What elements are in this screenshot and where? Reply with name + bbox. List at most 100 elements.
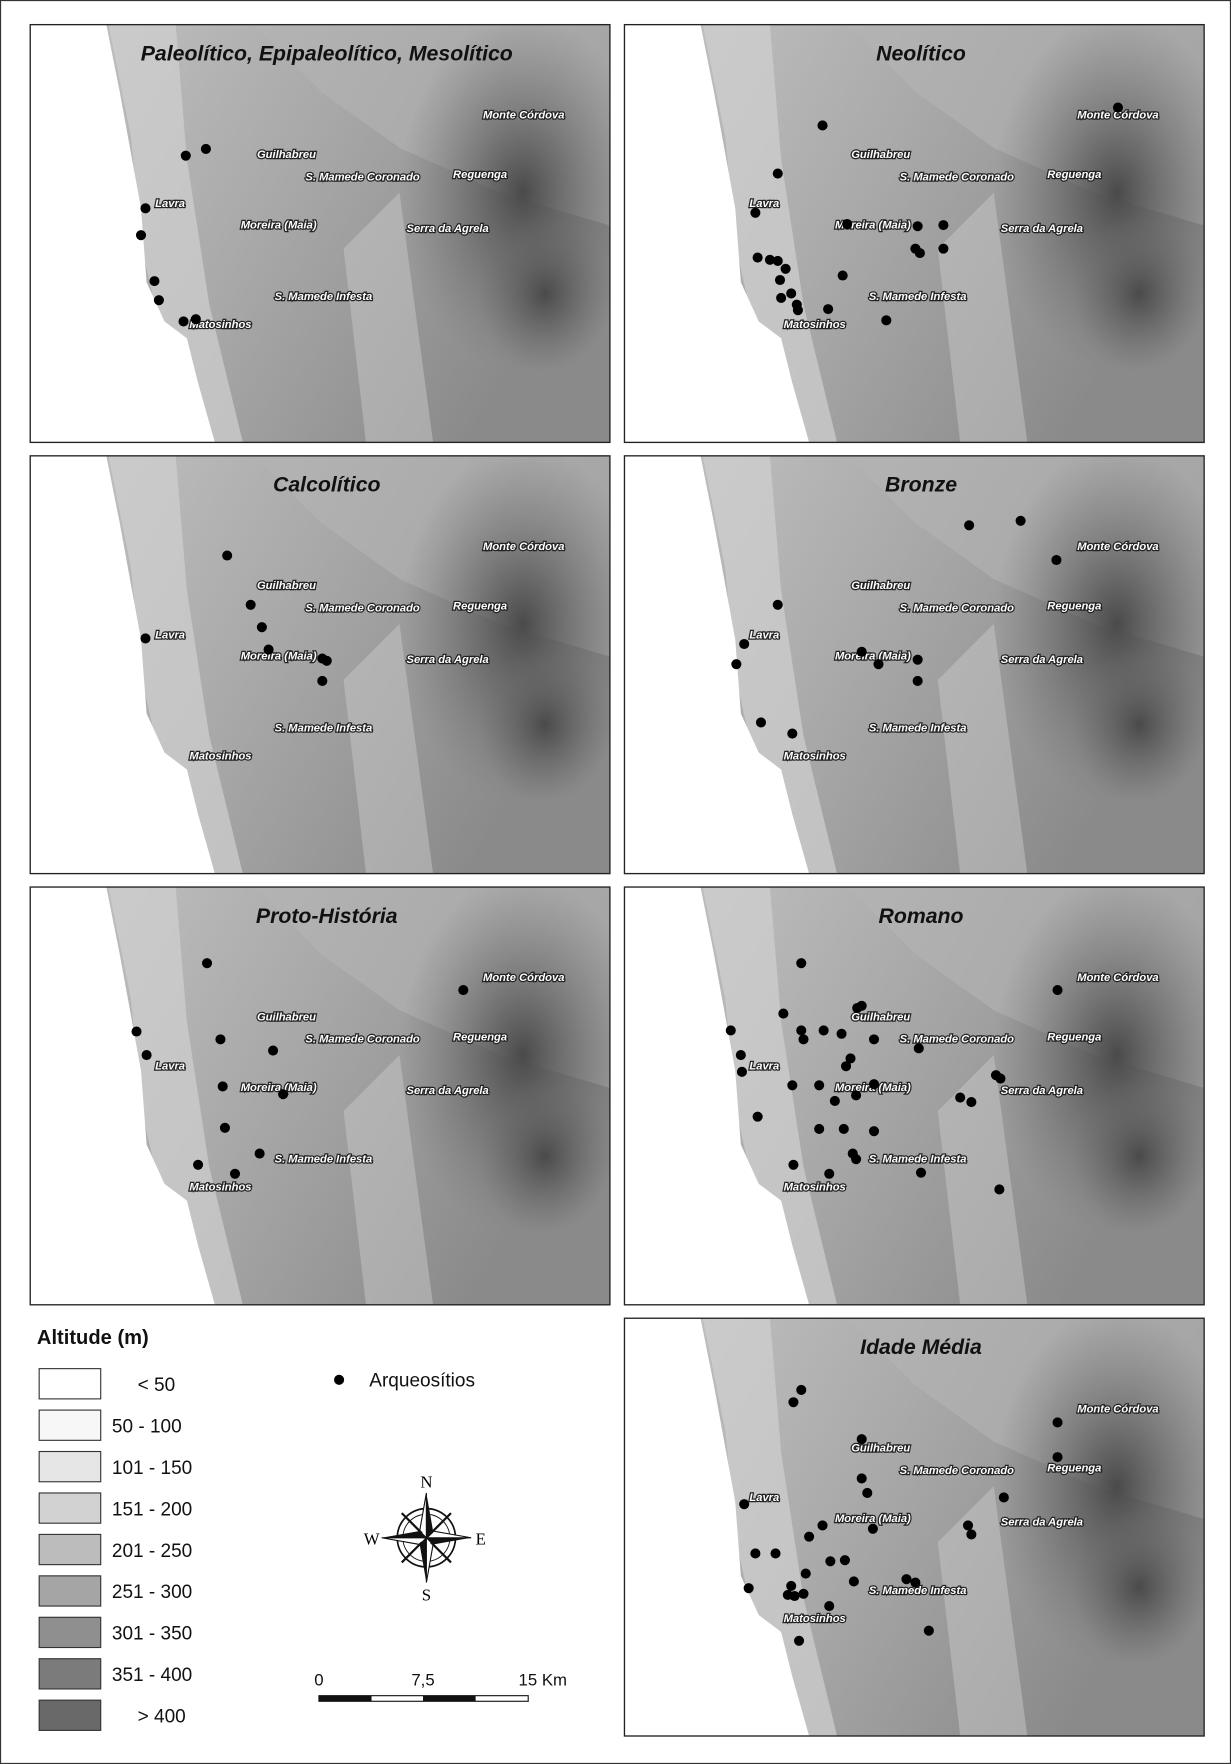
site-dot <box>737 1067 747 1077</box>
site-dot <box>458 985 468 995</box>
site-dot <box>220 1123 230 1133</box>
site-dot <box>869 1034 879 1044</box>
site-dot <box>817 120 827 130</box>
site-dot <box>824 1169 834 1179</box>
legend: Altitude (m) < 5050 - 100101 - 150151 - … <box>37 1327 475 1730</box>
compass-n: N <box>420 1472 432 1491</box>
place-label: Matosinhos <box>189 1182 251 1194</box>
legend-symbol-label: Arqueosítios <box>369 1371 475 1392</box>
place-label: S. Mamede Infesta <box>275 722 373 734</box>
compass-w: W <box>364 1529 380 1548</box>
compass-e: E <box>476 1529 486 1548</box>
site-dot <box>851 1090 861 1100</box>
place-label: Moreira (Maia) <box>241 219 317 231</box>
site-dot <box>154 295 164 305</box>
legend-swatch <box>39 1617 101 1647</box>
panel-title: Paleolítico, Epipaleolítico, Mesolítico <box>141 41 513 65</box>
place-label: Monte Córdova <box>483 541 564 553</box>
site-dot <box>901 1574 911 1584</box>
legend-swatch <box>39 1452 101 1482</box>
place-label: Lavra <box>155 198 185 210</box>
scale-bar: 0 7,5 15 Km <box>314 1671 567 1702</box>
legend-label: 351 - 400 <box>112 1665 192 1686</box>
place-label: Moreira (Maia) <box>835 1513 911 1525</box>
place-label: Lavra <box>155 1061 185 1073</box>
site-dot <box>770 1548 780 1558</box>
site-dot <box>222 550 232 560</box>
site-dot <box>317 676 327 686</box>
site-dot <box>964 520 974 530</box>
site-dot <box>814 1080 824 1090</box>
place-label: Lavra <box>749 1492 779 1504</box>
site-dot <box>181 151 191 161</box>
site-dot <box>842 219 852 229</box>
site-dot <box>796 1025 806 1035</box>
place-label: Serra da Agrela <box>407 1085 489 1097</box>
site-dot <box>786 288 796 298</box>
site-dot <box>869 1079 879 1089</box>
site-dot <box>136 230 146 240</box>
terrain <box>30 445 646 874</box>
site-dot <box>781 264 791 274</box>
site-dot <box>817 1520 827 1530</box>
legend-swatch <box>39 1493 101 1523</box>
place-label: Reguenga <box>1047 600 1101 612</box>
site-dot <box>798 1589 808 1599</box>
legend-swatch <box>39 1369 101 1399</box>
place-label: S. Mamede Infesta <box>869 291 967 303</box>
site-dot <box>910 1578 920 1588</box>
place-label: Guilhabreu <box>851 1443 910 1455</box>
site-dot <box>794 1636 804 1646</box>
place-label: Guilhabreu <box>851 149 910 161</box>
place-label: S. Mamede Coronado <box>900 1465 1014 1477</box>
terrain <box>624 445 1231 874</box>
site-dot <box>837 1029 847 1039</box>
site-dot <box>140 203 150 213</box>
site-dot <box>775 275 785 285</box>
site-dot <box>202 958 212 968</box>
site-dot <box>924 1626 934 1636</box>
site-dot <box>756 717 766 727</box>
site-dot <box>841 1061 851 1071</box>
place-label: Matosinhos <box>189 750 251 762</box>
place-label: Moreira (Maia) <box>835 651 911 663</box>
place-label: S. Mamede Infesta <box>869 1154 967 1166</box>
site-dot <box>913 221 923 231</box>
site-dot <box>824 1601 834 1611</box>
place-label: Guilhabreu <box>257 580 316 592</box>
legend-swatch <box>39 1534 101 1564</box>
place-label: Moreira (Maia) <box>241 651 317 663</box>
site-dot <box>916 1168 926 1178</box>
site-dot <box>230 1169 240 1179</box>
panel-title: Proto-História <box>256 904 398 928</box>
site-dot <box>823 304 833 314</box>
place-label: Serra da Agrela <box>1001 654 1083 666</box>
site-dot <box>773 600 783 610</box>
site-dot <box>131 1026 141 1036</box>
site-dot <box>268 1046 278 1056</box>
site-dot <box>963 1520 973 1530</box>
site-dot <box>744 1583 754 1593</box>
place-label: Serra da Agrela <box>407 654 489 666</box>
place-label: S. Mamede Infesta <box>275 291 373 303</box>
site-dot <box>868 1524 878 1534</box>
site-dot <box>264 645 274 655</box>
site-dot <box>793 305 803 315</box>
scale-segment <box>423 1696 476 1702</box>
place-label: Monte Córdova <box>483 972 564 984</box>
terrain <box>624 1307 1231 1736</box>
site-dot <box>966 1529 976 1539</box>
legend-swatch <box>39 1659 101 1689</box>
site-dot <box>1113 102 1123 112</box>
terrain <box>30 876 646 1305</box>
map-panel: NeolíticoMonte CórdovaGuilhabreuS. Mamed… <box>624 13 1231 442</box>
figure: Altitude (m) < 5050 - 100101 - 150151 - … <box>0 0 1231 1764</box>
site-dot <box>801 1569 811 1579</box>
place-label: S. Mamede Infesta <box>869 722 967 734</box>
place-label: Monte Córdova <box>1077 972 1158 984</box>
site-dot <box>840 1555 850 1565</box>
site-dot <box>825 1556 835 1566</box>
panel-title: Bronze <box>885 473 957 497</box>
site-dot <box>814 1124 824 1134</box>
